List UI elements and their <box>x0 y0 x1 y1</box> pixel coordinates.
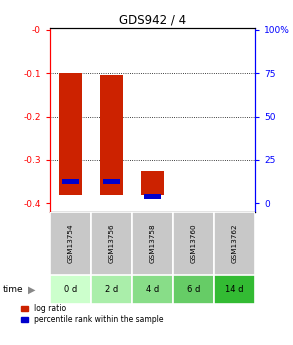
Bar <box>141 171 163 195</box>
Text: 4 d: 4 d <box>146 285 159 294</box>
Text: 14 d: 14 d <box>225 285 244 294</box>
Bar <box>132 212 173 275</box>
Text: time: time <box>3 285 23 294</box>
Bar <box>173 275 214 304</box>
Text: 6 d: 6 d <box>187 285 200 294</box>
Bar <box>144 194 161 199</box>
Text: GSM13758: GSM13758 <box>149 224 155 264</box>
Bar <box>91 275 132 304</box>
Bar <box>59 73 81 195</box>
Bar <box>173 212 214 275</box>
Bar <box>50 212 91 275</box>
Bar <box>50 275 91 304</box>
Text: GSM13754: GSM13754 <box>67 224 73 264</box>
Bar <box>214 275 255 304</box>
Text: 2 d: 2 d <box>105 285 118 294</box>
Bar <box>62 179 79 184</box>
Text: 0 d: 0 d <box>64 285 77 294</box>
Text: ▶: ▶ <box>28 285 35 295</box>
Legend: log ratio, percentile rank within the sample: log ratio, percentile rank within the sa… <box>21 304 163 324</box>
Bar <box>214 212 255 275</box>
Text: GSM13762: GSM13762 <box>231 224 237 264</box>
Text: GSM13760: GSM13760 <box>190 224 196 264</box>
Bar <box>132 275 173 304</box>
Text: GSM13756: GSM13756 <box>108 224 114 264</box>
Bar <box>100 75 123 195</box>
Title: GDS942 / 4: GDS942 / 4 <box>119 13 186 27</box>
Bar <box>91 212 132 275</box>
Bar <box>103 179 120 184</box>
